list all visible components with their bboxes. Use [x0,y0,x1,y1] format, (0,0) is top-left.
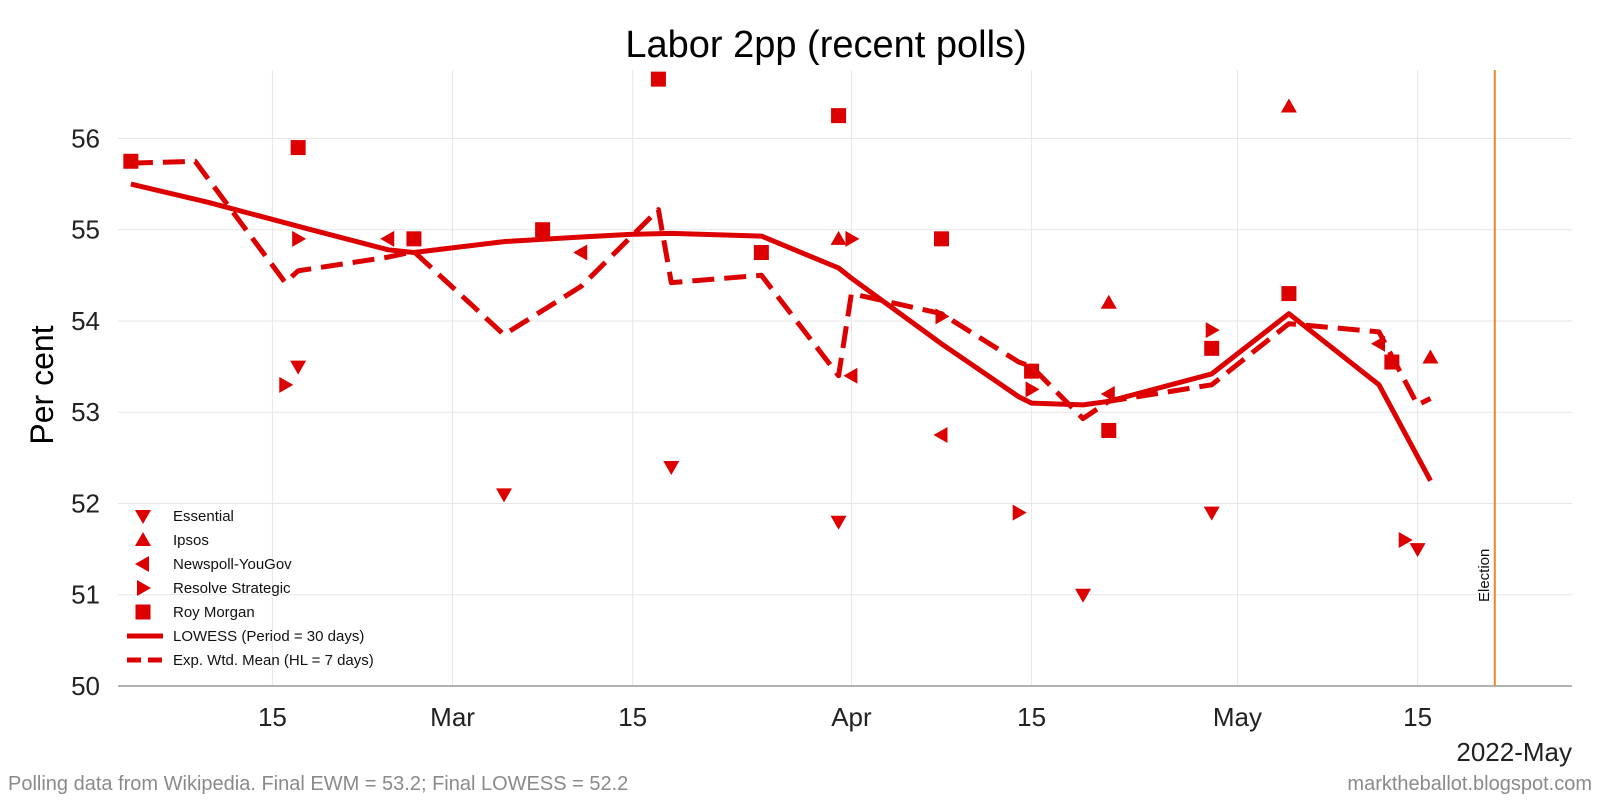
roy-morgan-point [1204,340,1220,356]
x-tick-label: Mar [430,702,475,732]
y-tick-label: 51 [71,580,100,610]
roy-morgan-point [535,222,551,238]
legend-item: Essential [135,508,234,525]
legend-item: Newspoll-YouGov [135,556,292,573]
lowess-line [130,181,1433,482]
x-tick-label: 15 [618,702,647,732]
x-tick-label: 15 [258,702,287,732]
legend-item: Resolve Strategic [137,580,291,597]
ipsos-point [1422,349,1439,364]
y-tick-label: 53 [71,397,100,427]
resolve-strategic-point [1025,381,1040,398]
essential-point [663,460,680,475]
legend-label: Essential [173,508,234,525]
roy-morgan-point [1384,354,1400,370]
legend-label: Exp. Wtd. Mean (HL = 7 days) [173,652,374,669]
y-tick-label: 56 [71,123,100,153]
resolve-strategic-point [845,230,860,247]
legend: Essential Ipsos Newspoll-YouGov Resolve Str… [127,508,374,669]
roy-morgan-point [831,108,847,124]
legend-label: Ipsos [173,532,209,549]
resolve-strategic-point [1205,322,1220,339]
roy-morgan-point [123,153,139,169]
essential-point [290,360,307,375]
roy-morgan-point [290,140,306,156]
x-tick-labels: 15 Mar 15 Apr 15 May 15 [258,702,1432,732]
essential-point [1203,506,1220,521]
x-axis-year-label: 2022-May [1456,737,1572,767]
grid-layer [118,70,1572,686]
roy-morgan-point [934,231,950,247]
chart-title: Labor 2pp (recent polls) [625,24,1026,66]
ipsos-point [1280,98,1297,113]
newspoll-yougov-point [380,230,395,247]
ipsos-point [1100,294,1117,309]
annotations: Election [1476,70,1496,686]
x-tick-label: 15 [1017,702,1046,732]
legend-label: Newspoll-YouGov [173,556,292,573]
legend-marker [135,532,151,546]
legend-marker [135,556,149,572]
legend-label: Resolve Strategic [173,580,291,597]
roy-morgan-point [753,245,769,261]
poll-points [123,71,1439,603]
ipsos-point [830,230,847,245]
legend-item: Exp. Wtd. Mean (HL = 7 days) [127,652,374,669]
caption-left: Polling data from Wikipedia. Final EWM =… [8,773,628,795]
resolve-strategic-point [1398,531,1413,548]
essential-point [1409,543,1426,558]
legend-marker [135,510,151,524]
exp-line [130,158,1432,422]
newspoll-yougov-point [933,427,948,444]
roy-morgan-point [1101,422,1117,438]
legend-item: Roy Morgan [135,604,255,621]
newspoll-yougov-point [1100,385,1115,402]
essential-point [496,488,513,503]
newspoll-yougov-point [843,367,858,384]
resolve-strategic-point [1012,504,1027,521]
essential-point [830,515,847,530]
resolve-strategic-point [292,230,307,247]
legend-item: Ipsos [135,532,209,549]
y-tick-label: 55 [71,215,100,245]
roy-morgan-point [406,231,422,247]
roy-morgan-point [650,71,666,87]
trend-lines [130,158,1433,482]
roy-morgan-point [1281,286,1297,302]
legend-marker [137,580,151,596]
y-tick-label: 54 [71,306,100,336]
newspoll-yougov-point [573,244,588,261]
legend-item: LOWESS (Period = 30 days) [127,628,364,645]
x-tick-label: 15 [1403,702,1432,732]
y-tick-labels: 50 51 52 53 54 55 56 [71,123,100,701]
election-label: Election [1476,549,1493,602]
roy-morgan-point [1024,363,1040,379]
essential-point [1075,588,1092,603]
y-tick-label: 52 [71,488,100,518]
newspoll-yougov-point [1370,335,1385,352]
x-tick-label: Apr [831,702,872,732]
legend-label: LOWESS (Period = 30 days) [173,628,364,645]
y-axis-label: Per cent [24,325,60,444]
x-tick-label: May [1213,702,1262,732]
caption-right: marktheballot.blogspot.com [1347,773,1592,795]
legend-marker [135,604,151,620]
y-tick-label: 50 [71,671,100,701]
resolve-strategic-point [935,308,950,325]
legend-label: Roy Morgan [173,604,255,621]
resolve-strategic-point [279,376,294,393]
